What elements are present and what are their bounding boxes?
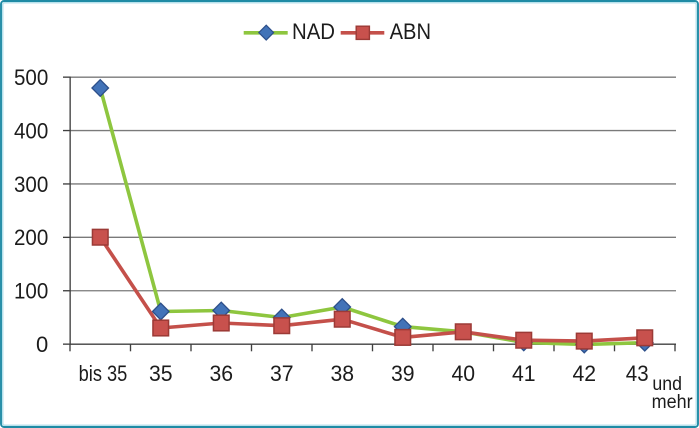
svg-text:200: 200 (14, 225, 48, 250)
svg-text:42: 42 (572, 361, 596, 386)
svg-text:300: 300 (14, 172, 48, 197)
svg-text:39: 39 (391, 361, 415, 386)
svg-text:40: 40 (451, 361, 475, 386)
svg-text:38: 38 (330, 361, 354, 386)
svg-text:0: 0 (36, 332, 48, 357)
svg-text:43: 43 (626, 361, 649, 386)
svg-text:100: 100 (14, 279, 48, 304)
svg-text:41: 41 (512, 361, 536, 386)
svg-text:35: 35 (149, 361, 173, 386)
svg-text:500: 500 (14, 65, 48, 90)
svg-text:ABN: ABN (390, 19, 431, 44)
svg-text:bis 35: bis 35 (79, 361, 128, 386)
svg-text:NAD: NAD (292, 19, 335, 44)
svg-text:37: 37 (270, 361, 294, 386)
svg-text:36: 36 (209, 361, 233, 386)
svg-text:und: und (652, 374, 682, 395)
svg-text:400: 400 (14, 118, 48, 143)
svg-text:mehr: mehr (652, 392, 694, 413)
